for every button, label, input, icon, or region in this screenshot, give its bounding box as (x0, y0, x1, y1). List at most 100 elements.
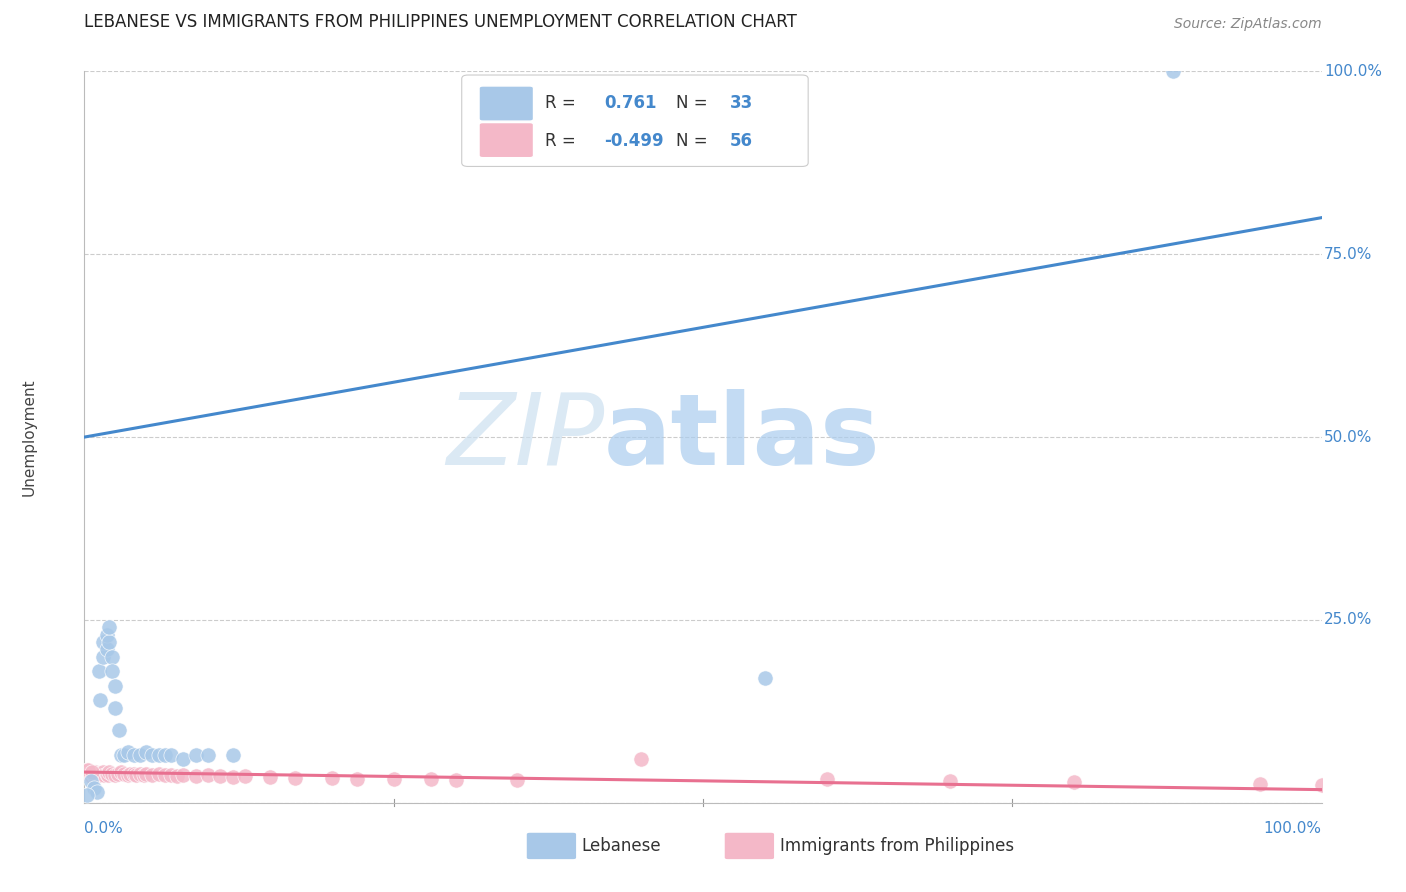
Point (79, 768, 101, 782)
Point (82, 766, 104, 780)
Point (939, 773, 962, 788)
Text: 100.0%: 100.0% (1324, 64, 1382, 78)
Text: Unemployment: Unemployment (21, 378, 37, 496)
Point (86, 766, 108, 780)
Point (76, 789, 98, 803)
Point (1310, 777, 1333, 792)
Text: 75.0%: 75.0% (1324, 247, 1372, 261)
Point (89, 664, 111, 678)
Point (444, 773, 467, 788)
Text: ZIP: ZIP (446, 389, 605, 485)
Point (89, 766, 111, 780)
Point (129, 766, 152, 780)
Text: R =: R = (544, 132, 575, 150)
Point (112, 766, 135, 780)
Point (90, 766, 112, 780)
FancyBboxPatch shape (479, 86, 533, 121)
Point (284, 771, 307, 785)
Text: N =: N = (676, 94, 707, 112)
Point (160, 748, 183, 763)
Text: 50.0%: 50.0% (1324, 430, 1372, 444)
Point (96, 627, 118, 641)
Point (630, 752, 652, 766)
Point (79, 773, 101, 788)
FancyBboxPatch shape (526, 832, 576, 860)
Point (346, 772, 368, 786)
Point (79, 765, 101, 780)
Point (80, 770, 103, 784)
Text: 100.0%: 100.0% (1264, 821, 1322, 836)
Point (76, 763, 98, 777)
Point (100, 664, 122, 678)
Point (108, 723, 131, 737)
Text: Source: ZipAtlas.com: Source: ZipAtlas.com (1174, 17, 1322, 31)
Point (80, 765, 103, 780)
Point (96, 766, 118, 780)
Point (148, 748, 170, 763)
Point (135, 745, 157, 759)
Point (141, 748, 163, 763)
Point (98, 635, 121, 649)
Point (77, 763, 100, 777)
Point (104, 700, 127, 714)
Point (122, 748, 145, 763)
Point (98, 620, 121, 634)
FancyBboxPatch shape (724, 832, 775, 860)
Point (97, 768, 120, 782)
Point (91, 765, 114, 780)
Point (172, 752, 194, 766)
Text: 25.0%: 25.0% (1324, 613, 1372, 627)
Point (91, 649, 114, 664)
Point (112, 748, 135, 763)
Point (91, 635, 114, 649)
Text: 56: 56 (730, 132, 754, 150)
Point (86, 785, 108, 799)
Text: LEBANESE VS IMMIGRANTS FROM PHILIPPINES UNEMPLOYMENT CORRELATION CHART: LEBANESE VS IMMIGRANTS FROM PHILIPPINES … (84, 13, 797, 31)
Point (148, 766, 170, 780)
Point (754, 672, 776, 686)
Point (83, 781, 105, 796)
Point (166, 769, 188, 783)
Point (77, 766, 100, 780)
Point (153, 768, 176, 782)
Text: -0.499: -0.499 (605, 132, 664, 150)
Point (222, 748, 245, 763)
Point (184, 748, 207, 763)
FancyBboxPatch shape (479, 122, 533, 158)
Point (259, 770, 281, 784)
Point (141, 768, 163, 782)
Point (89, 693, 111, 707)
Point (1063, 775, 1085, 789)
Point (209, 769, 232, 783)
Text: 33: 33 (730, 94, 754, 112)
Point (98, 765, 121, 780)
Point (84, 765, 107, 780)
Text: Lebanese: Lebanese (582, 837, 661, 855)
Point (83, 768, 105, 782)
Point (160, 768, 183, 782)
Point (110, 748, 132, 763)
Text: atlas: atlas (605, 389, 880, 485)
Point (419, 772, 441, 787)
Point (120, 766, 142, 780)
Point (129, 748, 152, 763)
Point (1249, 777, 1271, 791)
Point (815, 772, 838, 787)
Point (104, 679, 127, 693)
Point (117, 768, 139, 782)
Text: 0.761: 0.761 (605, 94, 657, 112)
Point (104, 768, 127, 782)
Point (382, 772, 405, 787)
Point (110, 765, 132, 780)
Point (197, 768, 219, 782)
Point (89, 768, 111, 782)
Point (96, 642, 118, 657)
Point (122, 766, 145, 780)
Point (197, 748, 219, 763)
Text: R =: R = (544, 94, 575, 112)
Point (321, 771, 343, 785)
Point (135, 766, 157, 780)
Point (100, 766, 122, 780)
Point (125, 768, 148, 782)
Point (222, 770, 245, 784)
